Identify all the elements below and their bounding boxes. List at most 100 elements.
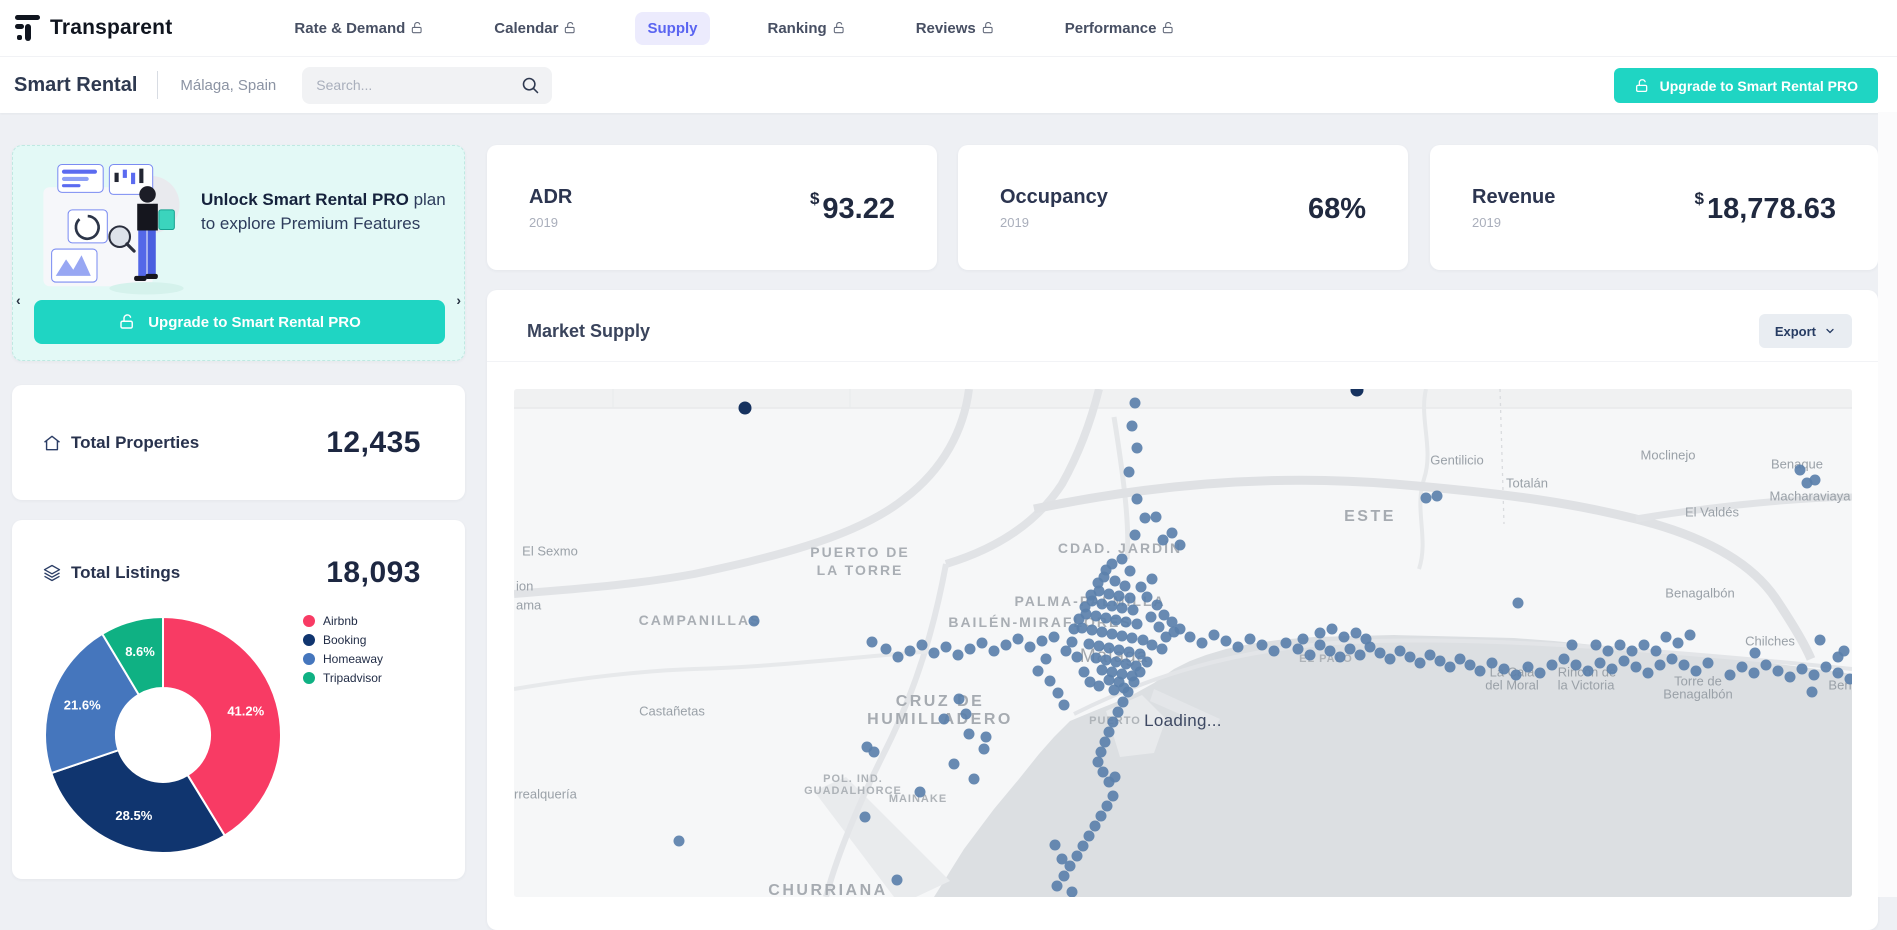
map-listing-dot[interactable] [1256, 639, 1268, 651]
map-listing-dot[interactable] [914, 786, 926, 798]
map-listing-dot[interactable] [1510, 669, 1522, 681]
map-listing-dot[interactable] [1099, 736, 1111, 748]
donut-slice-homeaway[interactable] [44, 632, 141, 775]
legend-item-booking[interactable]: Booking [303, 633, 383, 647]
map-listing-dot[interactable] [1084, 676, 1096, 688]
map-listing-dot[interactable] [1106, 628, 1118, 640]
map-listing-dot[interactable] [1384, 653, 1396, 665]
map-listing-dot[interactable] [1297, 633, 1309, 645]
map-listing-dot[interactable] [1157, 534, 1169, 546]
map-listing-dot[interactable] [1630, 661, 1642, 673]
map-listing-dot[interactable] [1139, 512, 1151, 524]
map-listing-dot[interactable] [1040, 653, 1052, 665]
map-listing-dot[interactable] [1832, 651, 1844, 663]
map-listing-dot[interactable] [1748, 667, 1760, 679]
map-listing-dot[interactable] [938, 713, 950, 725]
map-listing-dot[interactable] [1454, 653, 1466, 665]
map-listing-dot[interactable] [1334, 651, 1346, 663]
map-listing-dot[interactable] [964, 643, 976, 655]
nav-item-supply[interactable]: Supply [635, 11, 710, 45]
map-listing-dot[interactable] [1360, 633, 1372, 645]
map-listing-dot[interactable] [1095, 810, 1107, 822]
listings-donut-chart[interactable]: 41.2% 28.5% 21.6% 8.6% [40, 612, 286, 858]
map-listing-dot[interactable] [1808, 669, 1820, 681]
map-listing-dot[interactable] [1666, 653, 1678, 665]
map-listing-dot[interactable] [1344, 643, 1356, 655]
map-listing-dot[interactable] [1012, 633, 1024, 645]
map-listing-dot[interactable] [1068, 623, 1080, 635]
map-listing-dot[interactable] [1071, 651, 1083, 663]
map-listing-dot[interactable] [1095, 746, 1107, 758]
map-listing-dot[interactable] [1844, 673, 1852, 685]
map-listing-dot[interactable] [1702, 657, 1714, 669]
map-listing-dot[interactable] [1420, 492, 1432, 504]
map-listing-dot[interactable] [1141, 656, 1153, 668]
location-label[interactable]: Málaga, Spain [180, 76, 277, 94]
map-listing-dot[interactable] [1642, 667, 1654, 679]
map-listing-dot[interactable] [1350, 627, 1362, 639]
search-input[interactable] [316, 77, 517, 93]
map-listing-dot[interactable] [1112, 706, 1124, 718]
map-listing-dot[interactable] [1100, 612, 1112, 624]
map-listing-dot[interactable] [1106, 558, 1118, 570]
map-listing-dot[interactable] [1092, 577, 1104, 589]
map-listing-dot[interactable] [1558, 653, 1570, 665]
map-listing-dot[interactable] [1058, 870, 1070, 882]
map-listing-dot[interactable] [1131, 493, 1143, 505]
map-listing-dot[interactable] [1073, 613, 1085, 625]
map-listing-dot[interactable] [1638, 639, 1650, 651]
map-listing-dot[interactable] [940, 641, 952, 653]
map-listing-dot[interactable] [1146, 639, 1158, 651]
map-listing-dot[interactable] [952, 649, 964, 661]
map-listing-dot[interactable] [1131, 442, 1143, 454]
map-listing-dot[interactable] [1106, 600, 1118, 612]
map-listing-dot[interactable] [1184, 631, 1196, 643]
map-listing-dot[interactable] [1820, 661, 1832, 673]
map-listing-dot[interactable] [1486, 657, 1498, 669]
map-listing-dot[interactable] [1024, 641, 1036, 653]
map-listing-dot[interactable] [1324, 645, 1336, 657]
map-listing-dot[interactable] [1077, 840, 1089, 852]
map-listing-dot[interactable] [1512, 597, 1524, 609]
map-listing-dot[interactable] [1736, 661, 1748, 673]
map-listing-dot[interactable] [1134, 648, 1146, 660]
map-listing-dot[interactable] [1414, 657, 1426, 669]
map-listing-dot[interactable] [916, 639, 928, 651]
map-listing-dot[interactable] [1141, 591, 1153, 603]
donut-slice-airbnb[interactable] [162, 615, 282, 837]
map-listing-dot[interactable] [1338, 631, 1350, 643]
map-listing-dot[interactable] [1292, 643, 1304, 655]
map-listing-dot[interactable] [1806, 686, 1818, 698]
map-listing-dot[interactable] [1120, 616, 1132, 628]
map-listing-dot[interactable] [1814, 634, 1826, 646]
map-listing-dot[interactable] [1364, 641, 1376, 653]
map-listing-dot[interactable] [1078, 666, 1090, 678]
map-listing-dot[interactable] [1137, 634, 1149, 646]
map-listing-dot[interactable] [866, 636, 878, 648]
map-listing-dot[interactable] [1684, 629, 1696, 641]
map-listing-dot[interactable] [1280, 637, 1292, 649]
map-listing-dot[interactable] [1570, 659, 1582, 671]
map-listing-dot[interactable] [1166, 616, 1178, 628]
map-listing-dot[interactable] [1156, 643, 1168, 655]
map-listing-dot[interactable] [1135, 581, 1147, 593]
map-listing-dot[interactable] [1678, 659, 1690, 671]
map-listing-dot[interactable] [1126, 420, 1138, 432]
map-listing-dot[interactable] [948, 758, 960, 770]
map-listing-dot[interactable] [1103, 674, 1115, 686]
map-listing-dot[interactable] [1444, 661, 1456, 673]
map-listing-dot[interactable] [1498, 663, 1510, 675]
map-listing-dot[interactable] [1151, 599, 1163, 611]
map-listing-dot[interactable] [1832, 667, 1844, 679]
map-listing-dot[interactable] [1103, 642, 1115, 654]
map-listing-dot[interactable] [1101, 800, 1113, 812]
map-listing-dot[interactable] [976, 637, 988, 649]
map-listing-dot[interactable] [1124, 565, 1136, 577]
map-listing-dot[interactable] [1606, 663, 1618, 675]
map-listing-dot[interactable] [1080, 608, 1092, 620]
map-listing-dot[interactable] [1060, 645, 1072, 657]
map-listing-dot[interactable] [1064, 860, 1076, 872]
map-listing-dot[interactable] [1464, 659, 1476, 671]
map-listing-dot[interactable] [861, 741, 873, 753]
map-listing-dot[interactable] [1232, 641, 1244, 653]
